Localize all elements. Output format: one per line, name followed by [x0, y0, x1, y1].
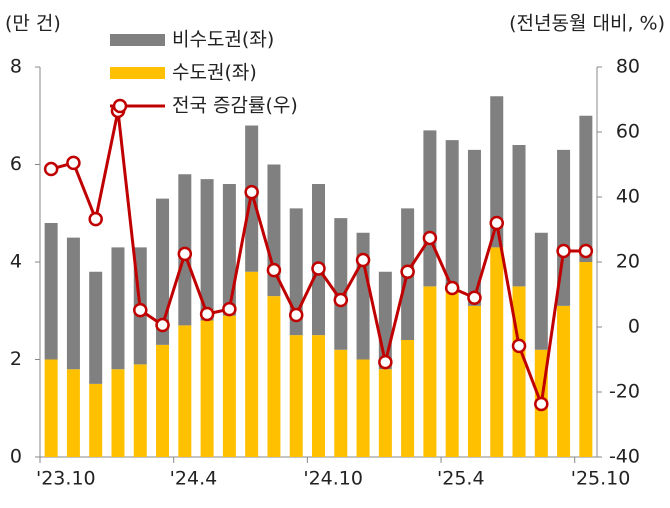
y2-tick-label: 80 [616, 56, 640, 78]
bar [445, 140, 459, 292]
line-marker [355, 252, 371, 268]
bar [512, 286, 526, 457]
bar [111, 369, 125, 457]
line-marker [444, 280, 460, 296]
x-tick-label: '25.10 [571, 468, 631, 490]
bar [200, 320, 214, 457]
bar [312, 184, 325, 336]
bar [133, 364, 147, 457]
y2-axis-label: (전년동월 대비, %) [509, 13, 665, 35]
legend-label: 비수도권(좌) [172, 29, 274, 51]
y-tick-label: 8 [10, 56, 22, 78]
bar [200, 179, 214, 321]
bar [423, 286, 437, 457]
bar [423, 130, 437, 287]
bar [222, 315, 236, 457]
bar [579, 262, 593, 457]
line-marker [311, 261, 326, 276]
x-tick-label: '24.10 [303, 468, 363, 490]
x-tick-label: '24.4 [170, 468, 218, 490]
line-marker [177, 246, 193, 262]
line-marker [199, 306, 215, 322]
legend-swatch [112, 98, 128, 114]
x-tick-label: '23.10 [36, 468, 96, 490]
line-marker [222, 301, 237, 317]
legend-swatch [110, 34, 165, 46]
bar [534, 232, 548, 350]
bar [378, 271, 392, 370]
y-tick-label: 4 [10, 251, 22, 273]
line-marker [511, 338, 527, 354]
line-marker [43, 161, 59, 177]
line-marker [489, 215, 504, 231]
legend-swatch [110, 67, 165, 79]
bar [378, 369, 392, 457]
line-marker [244, 184, 259, 200]
line-marker [578, 243, 594, 259]
y-tick-label: 2 [10, 348, 22, 370]
bar [66, 369, 80, 457]
line-marker [556, 243, 571, 259]
line-marker [66, 155, 81, 171]
bar [66, 237, 80, 370]
line-marker [88, 211, 103, 227]
line-marker [333, 292, 349, 308]
bar [156, 344, 170, 457]
line-marker [422, 230, 438, 246]
legend-label: 전국 증감률(우) [172, 95, 298, 117]
bar [245, 271, 259, 457]
line-marker [400, 264, 415, 279]
bar [467, 305, 481, 457]
line-marker [155, 317, 170, 333]
y-axis-label: (만 건) [5, 13, 61, 35]
bar [467, 149, 481, 306]
y2-tick-label: 20 [616, 251, 640, 273]
y2-tick-label: -40 [609, 446, 640, 468]
y-tick-label: 6 [10, 153, 22, 175]
bar [44, 223, 58, 360]
bar [490, 247, 504, 457]
bar [89, 383, 103, 457]
bar [490, 96, 504, 248]
bar [579, 115, 593, 262]
bar [156, 198, 170, 345]
bar [512, 145, 526, 287]
line-marker [288, 307, 304, 323]
bar [445, 291, 459, 457]
bar [267, 296, 281, 457]
y2-tick-label: 40 [616, 186, 640, 208]
bar [89, 271, 103, 384]
y-tick-label: 0 [10, 446, 22, 468]
bar [178, 325, 192, 457]
legend-label: 수도권(좌) [172, 62, 257, 84]
bar [356, 359, 370, 457]
line-marker [378, 354, 393, 370]
bar [557, 305, 571, 457]
bar [334, 218, 348, 350]
line-marker [133, 302, 148, 318]
bar [111, 247, 125, 370]
bar [44, 359, 58, 457]
y2-tick-label: 0 [628, 316, 640, 338]
bar [222, 184, 236, 316]
bar [356, 232, 370, 360]
bar [289, 208, 303, 336]
bar [401, 340, 415, 457]
line-marker [467, 290, 482, 305]
y2-tick-label: 60 [616, 121, 640, 143]
line-marker [266, 262, 282, 278]
bar [334, 349, 348, 457]
y2-tick-label: -20 [609, 381, 640, 403]
bar [312, 335, 325, 457]
line-marker [534, 396, 549, 412]
bar [289, 335, 303, 457]
x-tick-label: '25.4 [437, 468, 485, 490]
